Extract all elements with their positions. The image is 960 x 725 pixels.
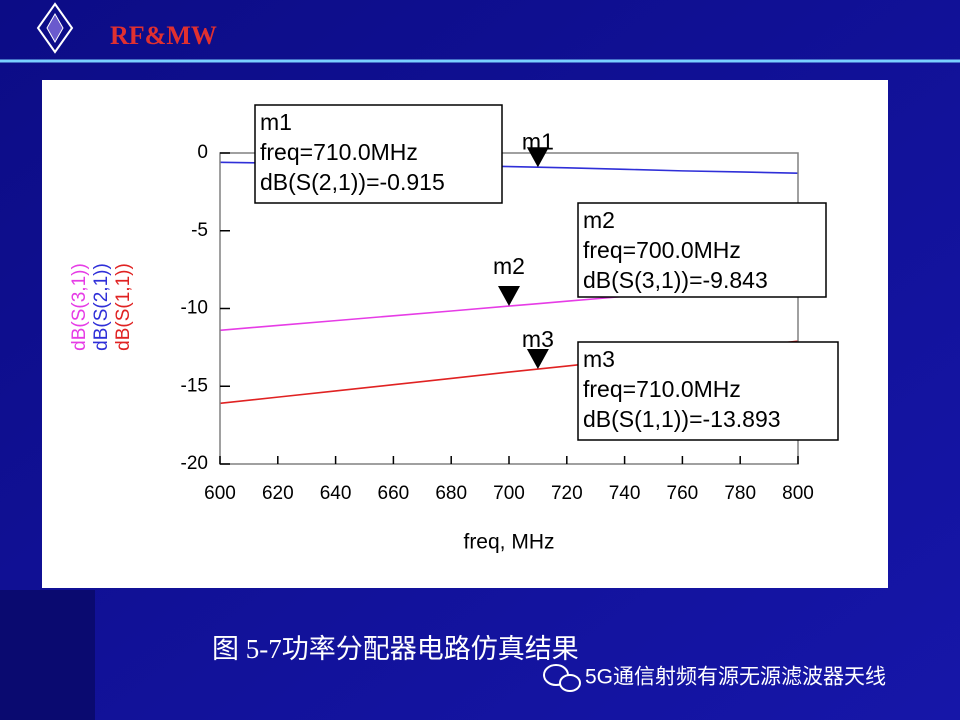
marker-triangle — [526, 147, 549, 168]
marker-box-freq: freq=710.0MHz — [583, 376, 741, 402]
x-tick-label: 660 — [378, 483, 410, 504]
x-tick-label: 620 — [262, 483, 294, 504]
marker-box-name: m2 — [583, 207, 615, 233]
y-tick-label: -20 — [181, 453, 208, 474]
y-tick-label: -15 — [181, 375, 208, 396]
x-tick-label: 740 — [609, 483, 641, 504]
marker-box — [254, 104, 503, 204]
x-tick-label: 760 — [667, 483, 699, 504]
marker-box-freq: freq=700.0MHz — [583, 237, 741, 263]
marker-triangle — [526, 349, 549, 370]
marker-triangle — [498, 286, 520, 307]
header-title: RF&MW — [110, 21, 217, 50]
x-tick-label: 640 — [320, 483, 352, 504]
wechat-icon — [543, 664, 581, 692]
marker-box-name: m1 — [260, 109, 292, 135]
watermark: 5G通信射频有源无源滤波器天线 — [585, 666, 886, 689]
marker-box-freq: freq=710.0MHz — [260, 139, 418, 165]
x-tick-label: 700 — [493, 483, 525, 504]
legend-entry: dB(S(2,1)) — [91, 263, 112, 351]
caption: 图 5-7功率分配器电路仿真结果 — [212, 634, 579, 664]
marker-name: m2 — [493, 253, 525, 279]
x-tick-label: 720 — [551, 483, 583, 504]
x-tick-label: 600 — [204, 483, 236, 504]
x-axis-label: freq, MHz — [463, 531, 554, 554]
x-tick-label: 780 — [724, 483, 756, 504]
legend-entry: dB(S(1,1)) — [113, 263, 134, 351]
y-tick-label: 0 — [197, 142, 208, 163]
y-tick-label: -5 — [191, 220, 208, 241]
plot: 0 -5 -10 -15 -20 600 620 640 660 680 700 720 740 760 7… — [69, 104, 839, 554]
marker-box-value: dB(S(3,1))=-9.843 — [583, 267, 768, 293]
y-tick-label: -10 — [181, 298, 208, 319]
legend-entry: dB(S(3,1)) — [69, 263, 90, 351]
marker-name: m1 — [522, 128, 554, 154]
marker-box-value: dB(S(2,1))=-0.915 — [260, 169, 445, 195]
marker-box — [577, 202, 827, 298]
marker-box — [577, 341, 839, 441]
logo — [36, 2, 74, 54]
background-strip — [0, 590, 95, 720]
x-tick-label: 800 — [782, 483, 814, 504]
marker-name: m3 — [522, 326, 554, 352]
x-tick-label: 680 — [435, 483, 467, 504]
marker-box-name: m3 — [583, 346, 615, 372]
marker-box-value: dB(S(1,1))=-13.893 — [583, 406, 781, 432]
